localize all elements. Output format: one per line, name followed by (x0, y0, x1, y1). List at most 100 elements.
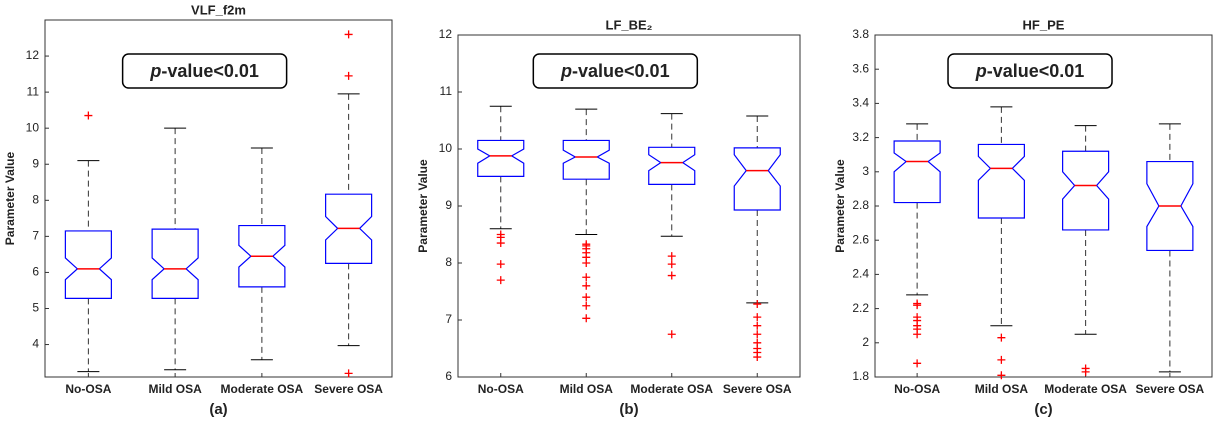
y-tick-label: 2.6 (852, 232, 869, 246)
outlier (582, 273, 591, 282)
outlier (582, 259, 591, 267)
outlier (753, 313, 762, 322)
y-tick-label: 7 (32, 229, 39, 243)
outlier (913, 301, 922, 310)
outlier (753, 300, 762, 309)
plot-area (874, 34, 1213, 378)
outlier (496, 276, 505, 285)
y-tick-label: 2.2 (852, 301, 869, 315)
panel: HF_PE Parameter Value (c) 1.8 2 2.2 2.4 2.6 2.8 3… (833, 17, 1213, 418)
x-tick-label: Mild OSA (975, 382, 1029, 396)
x-tick-label: Severe OSA (1136, 382, 1205, 396)
y-tick-label: 10 (439, 141, 453, 155)
annotation-text: -value<0.01 (572, 61, 670, 81)
outlier (667, 252, 676, 261)
y-tick-label: 3 (862, 164, 869, 178)
box (477, 139, 525, 177)
box (151, 228, 199, 299)
y-tick-label: 10 (26, 120, 40, 134)
chart-title: LF_BE₂ (606, 17, 653, 32)
panel: LF_BE₂ Parameter Value (b) 6 7 8 9 10 11 12 p-valu… (416, 17, 801, 418)
y-tick-label: 11 (27, 84, 40, 98)
panel: VLF_f2m Parameter Value (a) 4 5 6 7 8 9 10 11 12 p-v… (3, 2, 393, 418)
outlier (997, 371, 1006, 380)
box (325, 193, 373, 265)
outlier (913, 330, 922, 339)
annotation-box (121, 53, 288, 89)
annotation-italic: p (975, 61, 987, 81)
y-tick-label: 2.8 (852, 198, 869, 212)
outlier (667, 260, 676, 269)
y-tick-label: 3.2 (852, 130, 869, 144)
annotation-box (947, 53, 1113, 89)
box (1062, 150, 1110, 231)
y-tick-label: 12 (26, 48, 40, 62)
outlier (582, 293, 591, 302)
outlier (753, 330, 762, 339)
x-tick-label: No-OSA (478, 382, 524, 396)
y-axis-label: Parameter Value (3, 151, 17, 245)
y-tick-label: 6 (445, 369, 452, 383)
outlier (1081, 367, 1090, 376)
annotation-box (532, 53, 699, 89)
outlier (84, 111, 93, 120)
annotation: p-value<0.01 (975, 61, 1085, 81)
outlier (913, 359, 922, 368)
chart-title: VLF_f2m (191, 2, 246, 17)
panel-label: (b) (619, 401, 638, 418)
annotation: p-value<0.01 (560, 61, 670, 81)
outlier (753, 321, 762, 330)
annotation-text: -value<0.01 (161, 61, 259, 81)
x-tick-label: Moderate OSA (1044, 382, 1127, 396)
panel-label: (c) (1034, 401, 1052, 418)
panel-label: (a) (209, 401, 227, 418)
y-tick-label: 1.8 (852, 369, 869, 383)
outlier (582, 301, 591, 310)
y-tick-label: 7 (445, 312, 452, 326)
box (733, 147, 781, 211)
y-tick-label: 5 (32, 301, 39, 315)
outlier (667, 330, 676, 339)
y-tick-label: 2.4 (852, 267, 869, 281)
y-tick-label: 2 (862, 335, 869, 349)
x-tick-label: Severe OSA (723, 382, 792, 396)
y-tick-label: 9 (445, 198, 452, 212)
annotation: p-value<0.01 (149, 61, 259, 81)
y-axis-label: Parameter Value (833, 159, 847, 253)
box (1146, 160, 1194, 252)
plot-area (457, 34, 801, 378)
y-tick-label: 11 (440, 84, 453, 98)
y-tick-label: 3.8 (852, 27, 869, 41)
y-tick-label: 4 (32, 337, 39, 351)
outlier (582, 314, 591, 323)
outlier (997, 355, 1006, 364)
y-tick-label: 8 (32, 192, 39, 206)
y-tick-label: 8 (445, 255, 452, 269)
box (562, 139, 610, 180)
y-tick-label: 6 (32, 265, 39, 279)
outlier (344, 369, 353, 378)
box (977, 143, 1025, 219)
outlier (753, 353, 762, 362)
outlier (667, 271, 676, 280)
x-tick-label: No-OSA (65, 382, 111, 396)
x-tick-label: Severe OSA (314, 382, 383, 396)
box (64, 230, 112, 299)
x-tick-label: No-OSA (894, 382, 940, 396)
y-tick-label: 12 (439, 27, 453, 41)
chart-title: HF_PE (1023, 17, 1065, 32)
box (893, 140, 941, 204)
x-tick-label: Moderate OSA (630, 382, 713, 396)
outlier (997, 333, 1006, 342)
annotation-italic: p (560, 61, 572, 81)
outlier (496, 260, 505, 269)
outlier (582, 281, 591, 290)
outlier (344, 30, 353, 39)
y-tick-label: 3.4 (852, 96, 869, 110)
outlier (496, 239, 505, 248)
y-axis-label: Parameter Value (416, 159, 430, 253)
box (648, 146, 696, 185)
x-tick-label: Mild OSA (560, 382, 614, 396)
